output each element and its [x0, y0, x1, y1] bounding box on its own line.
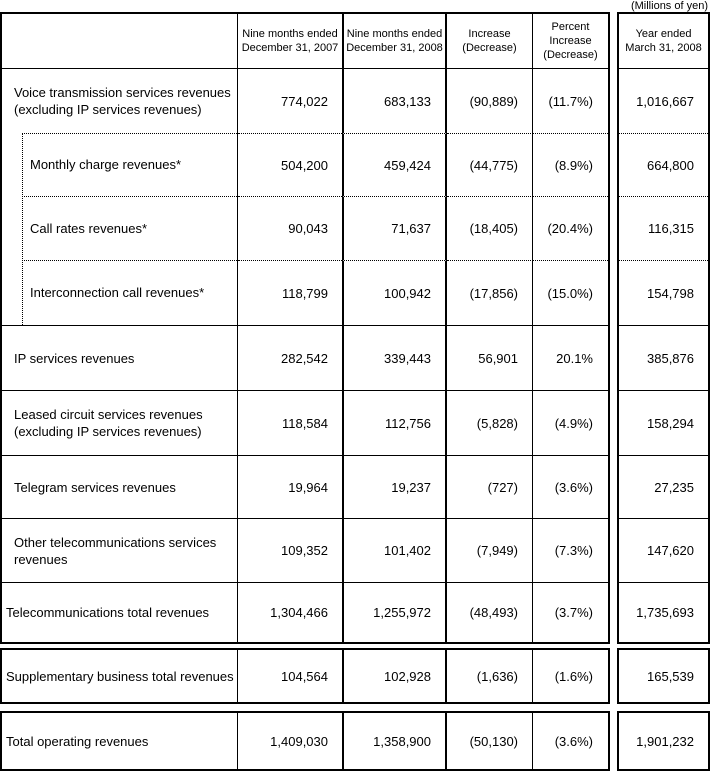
supplementary-label: Supplementary business total revenues — [2, 650, 238, 702]
telegram-dec2007: 19,964 — [238, 455, 342, 518]
leased-circuit-year: 158,294 — [619, 390, 708, 455]
col-header-year: Year ended March 31, 2008 — [619, 14, 708, 68]
ip-services-label: IP services revenues — [2, 325, 238, 390]
telecom-total-label: Telecommunications total revenues — [2, 582, 238, 642]
total-operating-increase: (50,130) — [447, 713, 533, 769]
total-operating-label: Total operating revenues — [2, 713, 238, 769]
call-rates-increase: (18,405) — [447, 196, 533, 260]
supplementary-year: 165,539 — [647, 668, 694, 684]
interconnection-label: Interconnection call revenues* — [2, 260, 238, 325]
ip-services-increase: 56,901 — [447, 325, 533, 390]
other-telecom-year: 147,620 — [619, 518, 708, 582]
leased-circuit-dec2007: 118,584 — [238, 390, 342, 455]
interconnection-percent: (15.0%) — [533, 260, 608, 325]
telegram-dec2008: 19,237 — [342, 455, 447, 518]
monthly-charge-increase: (44,775) — [447, 133, 533, 196]
col-header-line: Year ended — [635, 28, 692, 40]
telecom-total-increase: (48,493) — [447, 582, 533, 642]
monthly-charge-percent: (8.9%) — [533, 133, 608, 196]
interconnection-increase: (17,856) — [447, 260, 533, 325]
supplementary-year-table: 165,539 — [617, 648, 710, 704]
col-header-line: Increase — [549, 35, 592, 47]
col-header-line: Percent — [551, 21, 590, 33]
call-rates-year: 116,315 — [619, 196, 708, 260]
interconnection-year: 154,798 — [619, 260, 708, 325]
ip-services-dec2007: 282,542 — [238, 325, 342, 390]
col-header-line: December 31, 2007 — [241, 42, 339, 54]
col-header-increase: Increase (Decrease) — [447, 14, 533, 68]
col-header-line: Nine months ended — [242, 28, 338, 40]
monthly-charge-dec2008: 459,424 — [342, 133, 447, 196]
monthly-charge-dec2007: 504,200 — [238, 133, 342, 196]
total-row-table: Total operating revenues 1,409,030 1,358… — [0, 711, 610, 771]
supplementary-increase: (1,636) — [447, 650, 533, 702]
voice-revenues-dec2007: 774,022 — [238, 68, 342, 133]
units-note: (Millions of yen) — [630, 0, 708, 12]
col-header-line: December 31, 2008 — [346, 42, 443, 54]
col-header-line: Increase — [468, 28, 511, 40]
col-header-period-2008: Nine months ended December 31, 2008 — [342, 14, 447, 68]
supplementary-dec2007: 104,564 — [281, 668, 328, 684]
call-rates-dec2007: 90,043 — [238, 196, 342, 260]
voice-revenues-percent: (11.7%) — [533, 68, 608, 133]
revenue-table-main: Nine months ended December 31, 2007 Nine… — [0, 12, 610, 644]
telecom-total-percent: (3.7%) — [533, 582, 608, 642]
revenue-table-year-column: Year ended March 31, 2008 1,016,667 664,… — [617, 12, 710, 644]
leased-circuit-percent: (4.9%) — [533, 390, 608, 455]
telegram-label: Telegram services revenues — [2, 455, 238, 518]
call-rates-label: Call rates revenues* — [2, 196, 238, 260]
leased-circuit-dec2008: 112,756 — [342, 390, 447, 455]
telecom-total-year: 1,735,693 — [619, 582, 708, 642]
call-rates-percent: (20.4%) — [533, 196, 608, 260]
telegram-increase: (727) — [447, 455, 533, 518]
interconnection-dec2007: 118,799 — [238, 260, 342, 325]
supplementary-dec2008: 102,928 — [342, 650, 447, 702]
col-header-line: March 31, 2008 — [625, 42, 702, 54]
telecom-total-dec2008: 1,255,972 — [342, 582, 447, 642]
other-telecom-increase: (7,949) — [447, 518, 533, 582]
monthly-charge-label: Monthly charge revenues* — [2, 133, 238, 196]
col-header-line: (Decrease) — [462, 42, 517, 54]
col-header-line: Nine months ended — [346, 28, 443, 40]
telegram-year: 27,235 — [619, 455, 708, 518]
col-header-period-2007: Nine months ended December 31, 2007 — [238, 14, 342, 68]
other-telecom-percent: (7.3%) — [533, 518, 608, 582]
other-telecom-dec2007: 109,352 — [238, 518, 342, 582]
supplementary-percent: (1.6%) — [554, 668, 593, 684]
leased-circuit-label: Leased circuit services revenues (exclud… — [2, 390, 238, 455]
col-header-line: (Decrease) — [543, 49, 598, 61]
total-operating-dec2008: 1,358,900 — [342, 713, 447, 769]
ip-services-dec2008: 339,443 — [342, 325, 447, 390]
ip-services-year: 385,876 — [619, 325, 708, 390]
supplementary-row-table: Supplementary business total revenues 10… — [0, 648, 610, 704]
ip-services-percent: 20.1% — [533, 325, 608, 390]
col-header-blank — [2, 14, 238, 68]
leased-circuit-increase: (5,828) — [447, 390, 533, 455]
voice-revenues-year: 1,016,667 — [619, 68, 708, 133]
voice-revenues-label: Voice transmission services revenues (ex… — [2, 68, 238, 133]
monthly-charge-year: 664,800 — [619, 133, 708, 196]
col-header-percent-increase: Percent Increase (Decrease) — [533, 14, 608, 68]
call-rates-dec2008: 71,637 — [342, 196, 447, 260]
voice-revenues-dec2008: 683,133 — [342, 68, 447, 133]
total-year-table: 1,901,232 — [617, 711, 710, 771]
total-operating-dec2007: 1,409,030 — [270, 733, 328, 749]
telecom-total-dec2007: 1,304,466 — [238, 582, 342, 642]
other-telecom-dec2008: 101,402 — [342, 518, 447, 582]
telegram-percent: (3.6%) — [533, 455, 608, 518]
interconnection-dec2008: 100,942 — [342, 260, 447, 325]
other-telecom-label: Other telecommunications services revenu… — [2, 518, 238, 582]
total-operating-percent: (3.6%) — [554, 733, 593, 749]
voice-revenues-increase: (90,889) — [447, 68, 533, 133]
total-operating-year: 1,901,232 — [636, 733, 694, 749]
